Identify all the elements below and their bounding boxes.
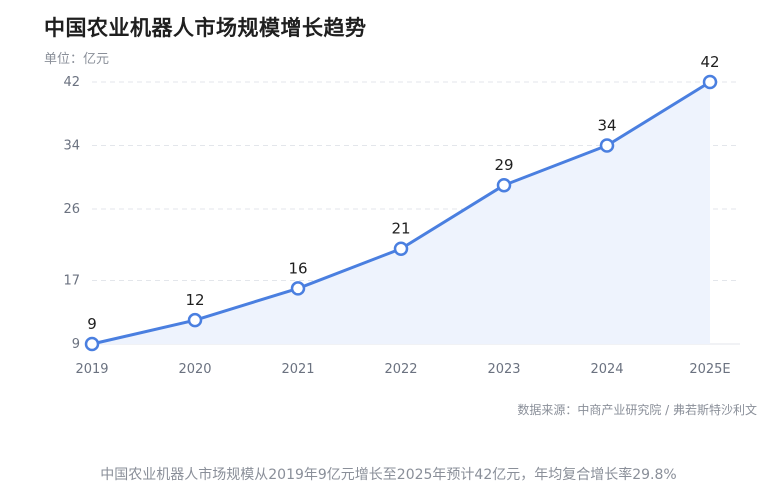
- x-tick-label: 2019: [75, 362, 108, 377]
- x-tick-label: 2024: [590, 362, 623, 377]
- x-tick-label: 2022: [384, 362, 417, 377]
- x-tick-label: 2020: [178, 362, 211, 377]
- line-chart: 9 17 26 34 42 9 2019 12 2020 16 2021 21 2022 29 2023 34…: [63, 53, 740, 377]
- x-tick-label: 2023: [487, 362, 520, 377]
- data-point: [187, 312, 203, 328]
- source-note: 数据来源：中商产业研究院 / 弗若斯特沙利文: [517, 403, 757, 417]
- data-point: [496, 177, 512, 193]
- chart-title: 中国农业机器人市场规模增长趋势: [44, 16, 367, 40]
- y-tick-label: 26: [63, 202, 80, 217]
- data-label: 29: [494, 156, 513, 174]
- y-tick-label: 42: [63, 75, 80, 90]
- area-fill: [92, 82, 710, 344]
- x-tick-label: 2025E: [689, 362, 730, 377]
- x-tick-label: 2021: [281, 362, 314, 377]
- data-label: 42: [700, 53, 719, 71]
- data-label: 34: [597, 117, 616, 135]
- data-label: 12: [185, 291, 204, 309]
- y-tick-label: 17: [63, 273, 80, 288]
- unit-label: 单位：亿元: [44, 52, 110, 67]
- y-tick-label: 9: [72, 337, 80, 352]
- data-label: 21: [391, 220, 410, 238]
- chart-caption: 中国农业机器人市场规模从2019年9亿元增长至2025年预计42亿元，年均复合增…: [100, 467, 677, 483]
- data-point: [84, 336, 100, 352]
- y-tick-label: 34: [63, 139, 80, 154]
- data-label: 16: [288, 259, 307, 277]
- data-label: 9: [87, 315, 97, 333]
- data-point: [599, 138, 615, 153]
- data-point: [290, 281, 306, 296]
- data-point: [702, 74, 718, 90]
- data-point: [393, 241, 409, 256]
